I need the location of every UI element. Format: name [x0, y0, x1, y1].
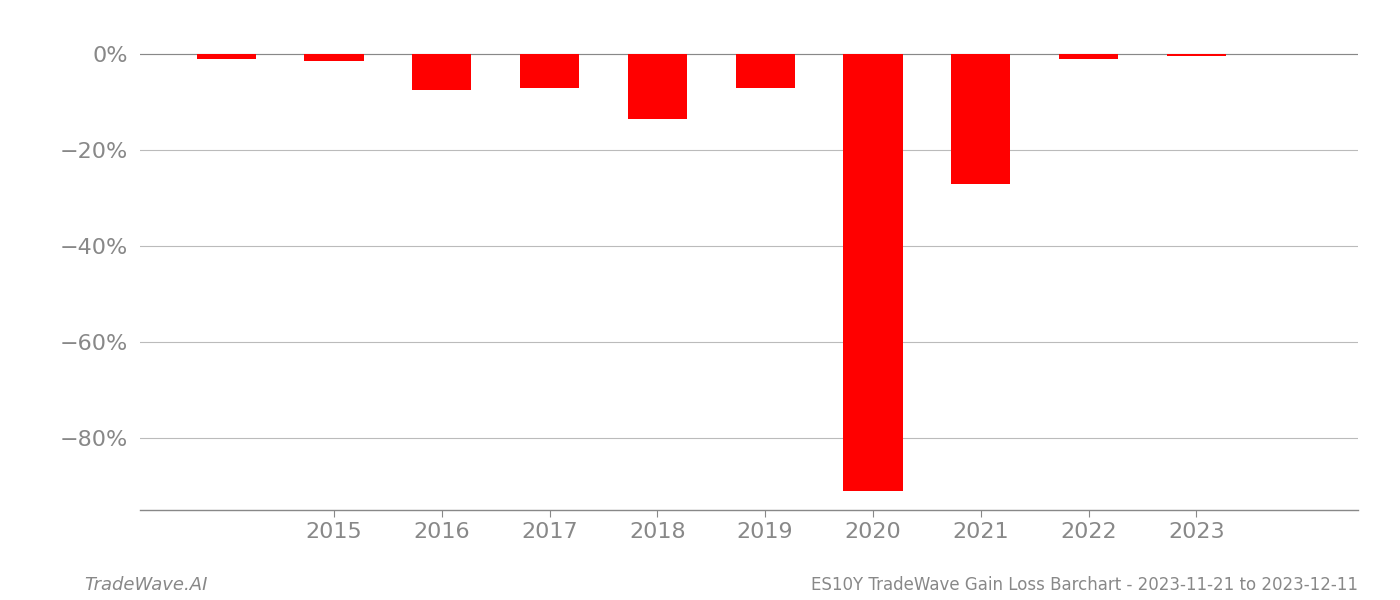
- Bar: [412, 54, 472, 90]
- Bar: [735, 54, 795, 88]
- Text: TradeWave.AI: TradeWave.AI: [84, 576, 207, 594]
- Text: ES10Y TradeWave Gain Loss Barchart - 2023-11-21 to 2023-12-11: ES10Y TradeWave Gain Loss Barchart - 202…: [811, 576, 1358, 594]
- Bar: [843, 54, 903, 491]
- Bar: [519, 54, 580, 88]
- Bar: [304, 54, 364, 61]
- Bar: [627, 54, 687, 119]
- Bar: [1058, 54, 1119, 59]
- Bar: [951, 54, 1011, 184]
- Bar: [196, 54, 256, 59]
- Bar: [1166, 54, 1226, 56]
